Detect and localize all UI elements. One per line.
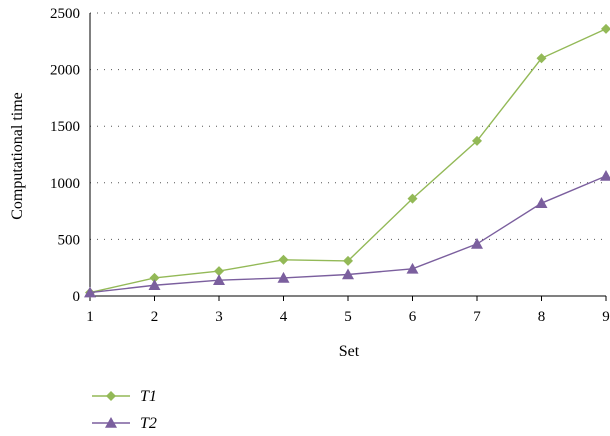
- series-t2-point: [148, 279, 161, 291]
- legend: T1 T2: [92, 388, 157, 432]
- gridlines: [90, 12, 606, 240]
- series-t1-point: [214, 266, 224, 277]
- series-t2-point: [600, 170, 610, 181]
- series-t2-point: [213, 274, 225, 285]
- axes: [89, 13, 607, 301]
- series-t2-point: [406, 262, 419, 274]
- series-t2-point: [535, 197, 548, 208]
- series-t1-line: [89, 28, 607, 294]
- x-tick-label: 1: [86, 309, 94, 325]
- x-tick-label: 8: [538, 309, 546, 325]
- series-t2-point: [277, 271, 290, 283]
- y-tick-label: 500: [58, 232, 81, 248]
- y-axis-label: Computational time: [9, 92, 26, 220]
- series-t2-point: [342, 268, 354, 280]
- series-t2: [84, 170, 610, 298]
- series-t1-point: [472, 135, 482, 146]
- x-tick-labels: 1 2 3 4 5 6 7 8 9: [86, 309, 610, 325]
- x-tick-label: 5: [344, 309, 352, 325]
- legend-item-t1: T1: [92, 388, 157, 405]
- y-tick-label: 2000: [50, 63, 80, 79]
- series-t2-point: [84, 286, 96, 298]
- x-tick-label: 6: [409, 309, 417, 325]
- series-t1-point: [407, 193, 418, 204]
- legend-label-t1: T1: [140, 388, 157, 405]
- series-group: [84, 23, 610, 298]
- series-t1-point: [601, 23, 610, 34]
- x-tick-label: 2: [151, 309, 159, 325]
- series-t1: [85, 23, 610, 298]
- y-tick-label: 1500: [50, 119, 80, 135]
- y-tick-label: 0: [73, 289, 81, 305]
- series-t2-point: [471, 237, 483, 249]
- x-tick-label: 9: [602, 309, 610, 325]
- y-tick-labels: 0 500 1000 1500 2000 2500: [50, 6, 80, 305]
- y-tick-label: 2500: [50, 6, 80, 22]
- x-tick-label: 3: [215, 309, 223, 325]
- y-tick-label: 1000: [50, 176, 80, 192]
- series-t1-point: [278, 254, 289, 265]
- x-axis-label: Set: [339, 343, 360, 360]
- series-t1-point: [149, 272, 160, 283]
- legend-swatch-marker: [106, 391, 116, 401]
- legend-label-t2: T2: [140, 415, 157, 432]
- legend-item-t2: T2: [92, 415, 157, 432]
- x-tick-label: 4: [280, 309, 288, 325]
- legend-swatch-marker: [105, 417, 117, 428]
- series-t1-point: [343, 255, 353, 266]
- series-t1-point: [536, 53, 547, 64]
- x-tick-label: 7: [473, 309, 481, 325]
